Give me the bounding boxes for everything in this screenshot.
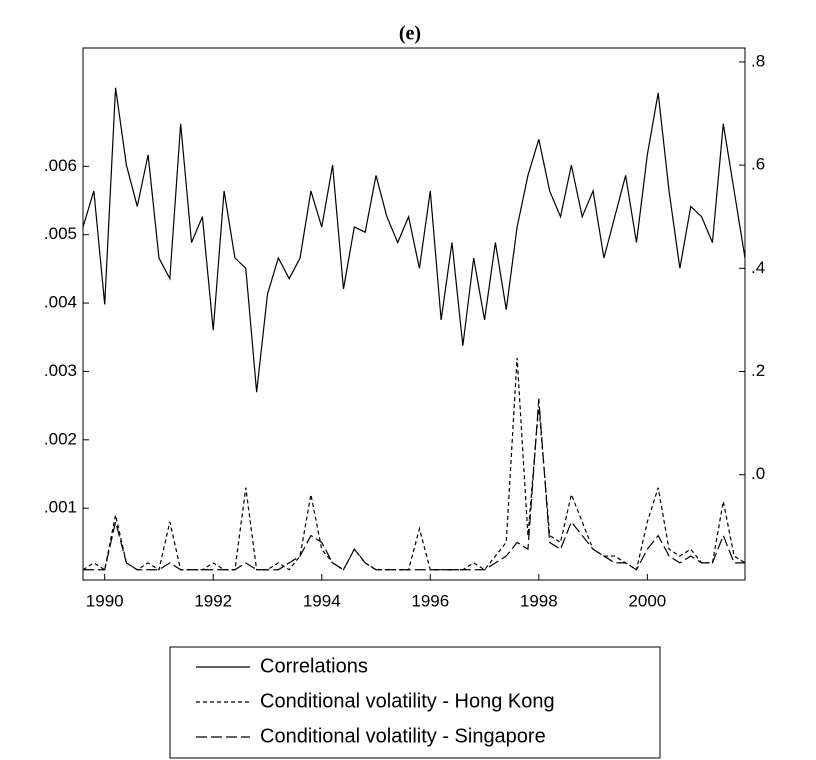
y-tick-label: .003 <box>44 361 77 380</box>
y-tick-label: .004 <box>44 293 77 312</box>
chart-title: (e) <box>399 23 421 45</box>
series-line <box>82 357 746 571</box>
y-tick-label: .006 <box>44 156 77 175</box>
plot-frame <box>82 47 746 581</box>
legend-label: Correlations <box>260 655 368 677</box>
x-tick-label: 1998 <box>520 591 558 610</box>
y2-tick-label: .2 <box>751 361 765 380</box>
x-tick-label: 1996 <box>411 591 449 610</box>
y2-tick-label: .0 <box>751 464 765 483</box>
x-tick-label: 1990 <box>86 591 124 610</box>
legend-box <box>169 646 661 759</box>
y-tick-label: .005 <box>44 224 77 243</box>
legend-label: Conditional volatility - Hong Kong <box>260 690 555 712</box>
series-line <box>83 398 745 571</box>
y-tick-label: .001 <box>44 498 77 517</box>
y2-tick-label: .6 <box>751 155 765 174</box>
legend-label: Conditional volatility - Singapore <box>260 725 546 747</box>
x-tick-label: 1994 <box>303 591 341 610</box>
x-tick-label: 2000 <box>628 591 666 610</box>
series-line <box>82 87 746 393</box>
y2-tick-label: .8 <box>751 51 765 70</box>
y2-tick-label: .4 <box>751 258 765 277</box>
x-tick-label: 1992 <box>194 591 232 610</box>
y-tick-label: .002 <box>44 429 77 448</box>
